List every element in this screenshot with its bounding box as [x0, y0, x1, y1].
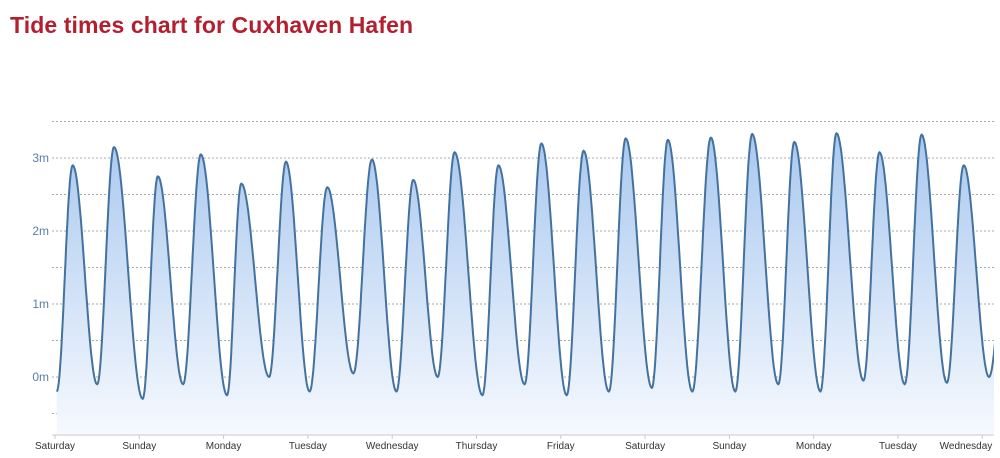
low-tide-point — [777, 383, 779, 385]
high-tide-point — [625, 137, 627, 139]
tide-area-fill — [56, 133, 994, 435]
x-tick-label: Sunday — [712, 441, 746, 452]
y-tick-label: 2m — [32, 224, 49, 238]
x-tick-label: Tuesday — [289, 441, 327, 452]
low-tide-point — [862, 379, 864, 381]
high-tide-point — [412, 179, 414, 181]
low-tide-point — [523, 383, 525, 385]
low-tide-point — [268, 376, 270, 378]
chart-title: Tide times chart for Cuxhaven Hafen — [10, 12, 414, 38]
x-tick-label: Sunday — [122, 441, 156, 452]
high-tide-point — [285, 160, 287, 162]
high-tide-point — [371, 158, 373, 160]
low-tide-point — [141, 398, 143, 400]
x-tick-label: Monday — [796, 441, 832, 452]
tide-height-line — [55, 132, 994, 400]
high-tide-point — [200, 153, 202, 155]
y-tick-label: 3m — [32, 151, 49, 165]
tide-series — [55, 132, 994, 435]
high-tide-point — [240, 182, 242, 184]
low-tide-point — [946, 382, 948, 384]
x-tick-label: Tuesday — [879, 441, 917, 452]
high-tide-point — [793, 141, 795, 143]
low-tide-point — [96, 383, 98, 385]
low-tide-point — [437, 376, 439, 378]
low-tide-point — [608, 390, 610, 392]
x-tick-label: Thursday — [456, 441, 498, 452]
low-tide-point — [481, 394, 483, 396]
x-tick-label: Saturday — [625, 441, 665, 452]
low-tide-point — [226, 394, 228, 396]
low-tide-point — [352, 372, 354, 374]
low-tide-point — [308, 390, 310, 392]
high-tide-point — [453, 151, 455, 153]
low-tide-point — [819, 390, 821, 392]
high-tide-point — [157, 175, 159, 177]
low-tide-point — [988, 376, 990, 378]
y-tick-label: 0m — [32, 370, 49, 384]
low-tide-point — [566, 394, 568, 396]
low-tide-point — [182, 383, 184, 385]
high-tide-point — [497, 164, 499, 166]
y-axis: 0m 1m 2m 3m — [32, 151, 49, 384]
low-tide-point — [904, 383, 906, 385]
high-tide-point — [326, 186, 328, 188]
low-tide-point — [55, 390, 57, 392]
high-tide-point — [667, 139, 669, 141]
low-tide-point — [651, 387, 653, 389]
y-tick-label: 1m — [32, 297, 49, 311]
high-tide-point — [582, 150, 584, 152]
low-tide-point — [395, 390, 397, 392]
high-tide-point — [878, 151, 880, 153]
high-tide-point — [72, 164, 74, 166]
x-tick-label: Wednesday — [940, 441, 993, 452]
low-tide-point — [734, 390, 736, 392]
x-axis: Saturday Sunday Monday Tuesday Wednesday Thur… — [35, 434, 994, 452]
x-tick-label: Wednesday — [366, 441, 419, 452]
high-tide-point — [835, 132, 837, 134]
x-tick-label: Saturday — [35, 441, 75, 452]
x-tick-label: Monday — [206, 441, 242, 452]
high-tide-point — [540, 142, 542, 144]
high-tide-point — [710, 136, 712, 138]
high-tide-point — [920, 133, 922, 135]
high-tide-point — [751, 133, 753, 135]
high-tide-point — [113, 146, 115, 148]
low-tide-point — [691, 390, 693, 392]
x-tick-label: Friday — [547, 441, 575, 452]
high-tide-point — [963, 164, 965, 166]
